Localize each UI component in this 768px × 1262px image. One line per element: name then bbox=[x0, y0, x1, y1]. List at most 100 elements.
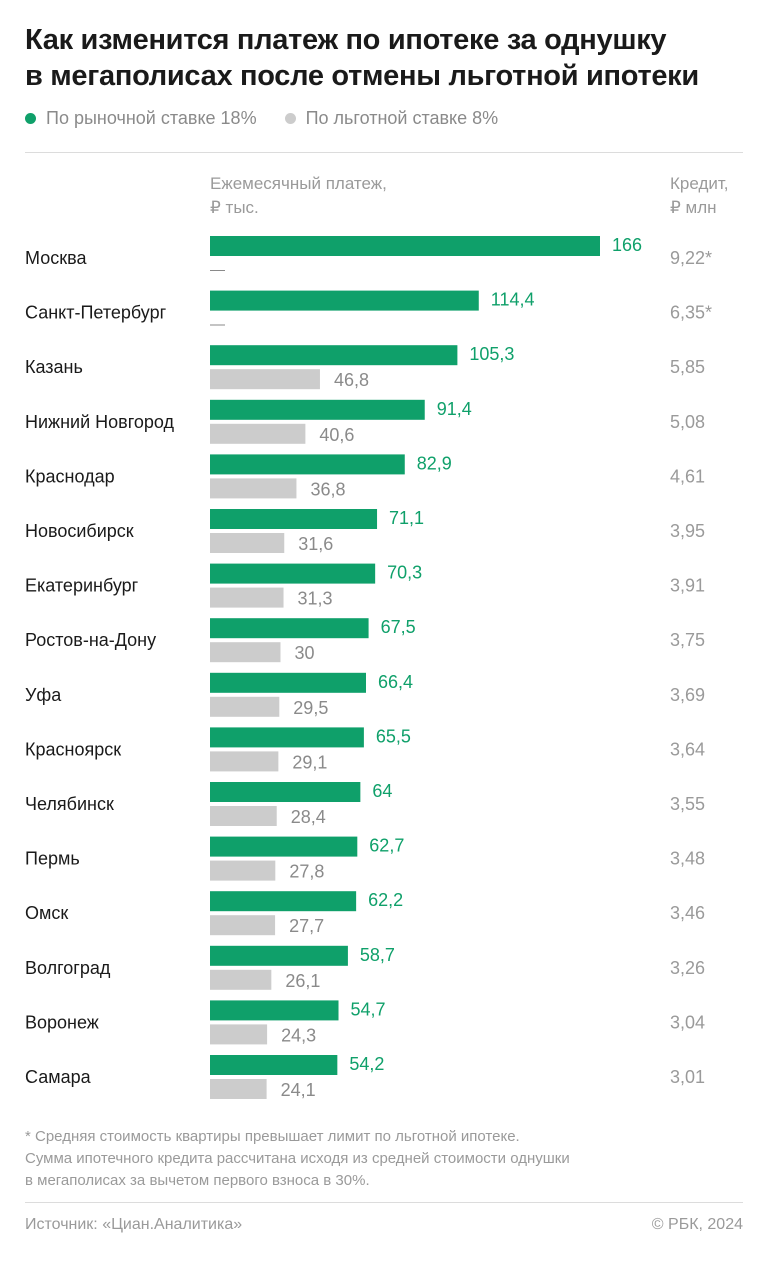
credit-label-row-2: 6,35* bbox=[670, 303, 712, 323]
preferential-bar-row-8 bbox=[210, 642, 281, 663]
legend-dot-preferential bbox=[284, 113, 296, 124]
preferential-value-label-row-14: 26,1 bbox=[285, 971, 320, 991]
preferential-value-label-row-11: 28,4 bbox=[291, 807, 326, 827]
preferential-value-label-row-3: 46,8 bbox=[334, 370, 369, 390]
market-value-label-row-14: 58,7 bbox=[360, 945, 395, 965]
market-value-label-row-2: 114,4 bbox=[491, 290, 535, 310]
market-value-label-row-1: 166 bbox=[612, 235, 642, 255]
category-label-row-5: Краснодар bbox=[25, 466, 115, 486]
category-label-row-8: Ростов-на-Дону bbox=[25, 630, 156, 650]
preferential-value-label-row-6: 31,6 bbox=[298, 534, 333, 554]
market-bar-row-16 bbox=[210, 1055, 338, 1075]
category-label-row-11: Челябинск bbox=[25, 794, 114, 814]
legend-item-preferential: По льготной ставке 8% bbox=[284, 108, 499, 129]
credit-header-line-2: ₽ млн bbox=[670, 198, 717, 217]
market-bar-row-5 bbox=[210, 454, 405, 475]
preferential-value-label-row-8: 30 bbox=[294, 643, 314, 663]
category-label-row-3: Казань bbox=[25, 357, 83, 377]
market-value-label-row-6: 71,1 bbox=[389, 508, 424, 528]
preferential-value-label-row-12: 27,8 bbox=[289, 862, 324, 882]
chart-title: Как изменится платеж по ипотеке за однуш… bbox=[25, 22, 755, 94]
category-label-row-14: Волгоград bbox=[25, 958, 111, 978]
market-bar-row-1 bbox=[210, 236, 600, 256]
category-label-row-10: Красноярск bbox=[25, 739, 121, 759]
credit-label-row-12: 3,48 bbox=[670, 849, 705, 869]
footnote-line-1: * Средняя стоимость квартиры превышает л… bbox=[25, 1128, 520, 1145]
credit-label-row-9: 3,69 bbox=[670, 685, 705, 705]
market-value-label-row-15: 54,7 bbox=[351, 999, 386, 1019]
credit-label-row-11: 3,55 bbox=[670, 794, 705, 814]
market-value-label-row-7: 70,3 bbox=[387, 563, 422, 583]
copyright-text: © РБК, 2024 bbox=[651, 1216, 743, 1233]
category-label-row-16: Самара bbox=[25, 1067, 92, 1087]
legend-dot-market bbox=[25, 113, 36, 124]
legend-label-preferential: По льготной ставке 8% bbox=[305, 108, 499, 128]
credit-label-row-1: 9,22* bbox=[670, 248, 712, 268]
preferential-bar-row-16 bbox=[210, 1079, 267, 1099]
bar-chart: Москва 166 — 9,22* Санкт-Петербург 114,4 — 6,35… bbox=[25, 235, 712, 1100]
market-value-label-row-3: 105,3 bbox=[469, 344, 514, 364]
preferential-bar-row-7 bbox=[210, 587, 284, 608]
legend-label-market: По рыночной ставке 18% bbox=[46, 108, 257, 128]
preferential-value-label-row-4: 40,6 bbox=[319, 425, 354, 445]
footnote: * Средняя стоимость квартиры превышает л… bbox=[25, 1126, 745, 1192]
preferential-value-label-row-10: 29,1 bbox=[292, 752, 327, 772]
market-bar-row-15 bbox=[210, 1000, 339, 1021]
credit-label-row-3: 5,85 bbox=[670, 357, 705, 377]
preferential-value-label-row-1: — bbox=[210, 262, 225, 279]
market-bar-row-4 bbox=[210, 399, 425, 420]
market-bar-row-11 bbox=[210, 782, 361, 802]
preferential-bar-row-10 bbox=[210, 751, 279, 772]
market-value-label-row-4: 91,4 bbox=[437, 399, 472, 419]
credit-label-row-7: 3,91 bbox=[670, 576, 705, 596]
market-bar-row-8 bbox=[210, 618, 369, 639]
market-bar-row-7 bbox=[210, 563, 376, 584]
preferential-bar-row-5 bbox=[210, 478, 297, 499]
preferential-value-label-row-15: 24,3 bbox=[281, 1025, 316, 1045]
credit-label-row-15: 3,04 bbox=[670, 1012, 705, 1032]
market-bar-row-14 bbox=[210, 945, 348, 966]
category-label-row-7: Екатеринбург bbox=[25, 576, 139, 596]
credit-header-line-1: Кредит, bbox=[670, 174, 729, 193]
credit-label-row-13: 3,46 bbox=[670, 903, 705, 923]
market-bar-row-2 bbox=[210, 290, 479, 311]
category-label-row-12: Пермь bbox=[25, 849, 80, 869]
market-value-label-row-13: 62,2 bbox=[368, 890, 403, 910]
preferential-bar-row-4 bbox=[210, 423, 306, 444]
payment-column-header: Ежемесячный платеж, ₽ тыс. bbox=[210, 172, 387, 220]
market-value-label-row-9: 66,4 bbox=[378, 672, 413, 692]
market-bar-row-10 bbox=[210, 727, 364, 748]
preferential-value-label-row-5: 36,8 bbox=[310, 479, 345, 499]
category-label-row-2: Санкт-Петербург bbox=[25, 303, 167, 323]
source-text: Источник: «Циан.Аналитика» bbox=[25, 1216, 243, 1233]
bottom-divider bbox=[25, 1202, 743, 1203]
credit-column-header: Кредит, ₽ млн bbox=[670, 172, 728, 220]
category-label-row-4: Нижний Новгород bbox=[25, 412, 175, 432]
market-value-label-row-5: 82,9 bbox=[417, 453, 452, 473]
preferential-value-label-row-9: 29,5 bbox=[293, 698, 328, 718]
footnote-line-2: Сумма ипотечного кредита рассчитана исхо… bbox=[25, 1150, 570, 1167]
preferential-bar-row-11 bbox=[210, 806, 277, 826]
preferential-bar-row-13 bbox=[210, 915, 276, 936]
title-line-1: Как изменится платеж по ипотеке за однуш… bbox=[25, 24, 667, 56]
legend-item-market: По рыночной ставке 18% bbox=[25, 108, 257, 129]
category-label-row-15: Воронеж bbox=[25, 1012, 99, 1032]
market-value-label-row-11: 64 bbox=[372, 781, 392, 801]
legend: По рыночной ставке 18% По льготной ставк… bbox=[25, 108, 498, 129]
category-label-row-13: Омск bbox=[25, 903, 68, 923]
category-label-row-1: Москва bbox=[25, 248, 87, 268]
credit-label-row-10: 3,64 bbox=[670, 739, 705, 759]
preferential-value-label-row-7: 31,3 bbox=[298, 589, 333, 609]
footnote-line-3: в мегаполисах за вычетом первого взноса … bbox=[25, 1172, 370, 1189]
credit-label-row-14: 3,26 bbox=[670, 958, 705, 978]
market-value-label-row-12: 62,7 bbox=[369, 836, 404, 856]
preferential-bar-row-6 bbox=[210, 533, 285, 553]
market-value-label-row-10: 65,5 bbox=[376, 726, 411, 746]
preferential-bar-row-12 bbox=[210, 860, 276, 881]
preferential-value-label-row-13: 27,7 bbox=[289, 916, 324, 936]
market-value-label-row-16: 54,2 bbox=[349, 1054, 384, 1074]
credit-label-row-5: 4,61 bbox=[670, 466, 705, 486]
credit-label-row-8: 3,75 bbox=[670, 630, 705, 650]
credit-label-row-16: 3,01 bbox=[670, 1067, 705, 1087]
market-bar-row-3 bbox=[210, 345, 458, 366]
